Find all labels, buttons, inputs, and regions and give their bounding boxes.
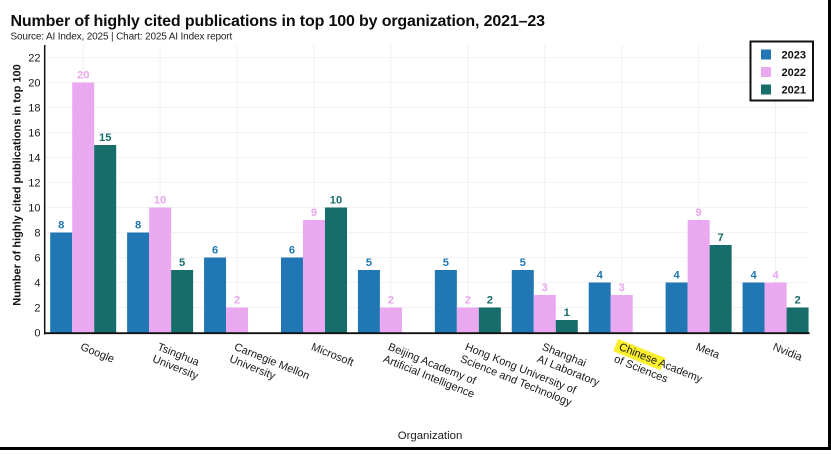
svg-text:20: 20 — [28, 77, 40, 89]
svg-text:18: 18 — [28, 102, 40, 114]
svg-text:10: 10 — [330, 195, 342, 207]
svg-text:2: 2 — [388, 295, 394, 307]
svg-text:5: 5 — [443, 257, 449, 269]
svg-text:8: 8 — [34, 227, 40, 239]
svg-text:1: 1 — [564, 307, 570, 319]
svg-text:12: 12 — [28, 177, 40, 189]
svg-text:2: 2 — [34, 302, 40, 314]
svg-text:2: 2 — [794, 295, 800, 307]
svg-text:2022: 2022 — [782, 67, 806, 79]
svg-text:4: 4 — [772, 270, 779, 282]
svg-text:Source: AI Index, 2025 | Chart: Source: AI Index, 2025 | Chart: 2025 AI … — [11, 32, 233, 43]
svg-text:4: 4 — [750, 270, 757, 282]
svg-text:7: 7 — [718, 232, 724, 244]
svg-text:5: 5 — [520, 257, 526, 269]
svg-text:14: 14 — [28, 152, 40, 164]
svg-text:4: 4 — [34, 277, 40, 289]
svg-text:15: 15 — [99, 132, 111, 144]
svg-text:2023: 2023 — [782, 49, 806, 61]
svg-text:2: 2 — [465, 295, 471, 307]
svg-text:Number of highly cited publica: Number of highly cited publications in t… — [12, 64, 24, 305]
svg-text:Number of highly cited publica: Number of highly cited publications in t… — [11, 13, 546, 30]
svg-text:8: 8 — [135, 220, 141, 232]
svg-text:2021: 2021 — [782, 84, 806, 96]
svg-text:9: 9 — [311, 207, 317, 219]
svg-text:9: 9 — [696, 207, 702, 219]
svg-text:0: 0 — [34, 327, 40, 339]
svg-text:16: 16 — [28, 127, 40, 139]
svg-text:2: 2 — [234, 295, 240, 307]
svg-text:3: 3 — [619, 282, 625, 294]
svg-text:4: 4 — [674, 270, 681, 282]
svg-text:Organization: Organization — [398, 430, 463, 442]
svg-text:3: 3 — [542, 282, 548, 294]
svg-text:5: 5 — [179, 257, 185, 269]
svg-text:2: 2 — [487, 295, 493, 307]
svg-text:8: 8 — [58, 220, 64, 232]
svg-text:20: 20 — [77, 70, 89, 82]
svg-text:10: 10 — [154, 195, 166, 207]
svg-text:22: 22 — [28, 52, 40, 64]
svg-text:10: 10 — [28, 202, 40, 214]
svg-text:6: 6 — [212, 245, 218, 257]
svg-text:5: 5 — [366, 257, 372, 269]
svg-text:6: 6 — [289, 245, 295, 257]
svg-text:6: 6 — [34, 252, 40, 264]
svg-text:4: 4 — [597, 270, 604, 282]
